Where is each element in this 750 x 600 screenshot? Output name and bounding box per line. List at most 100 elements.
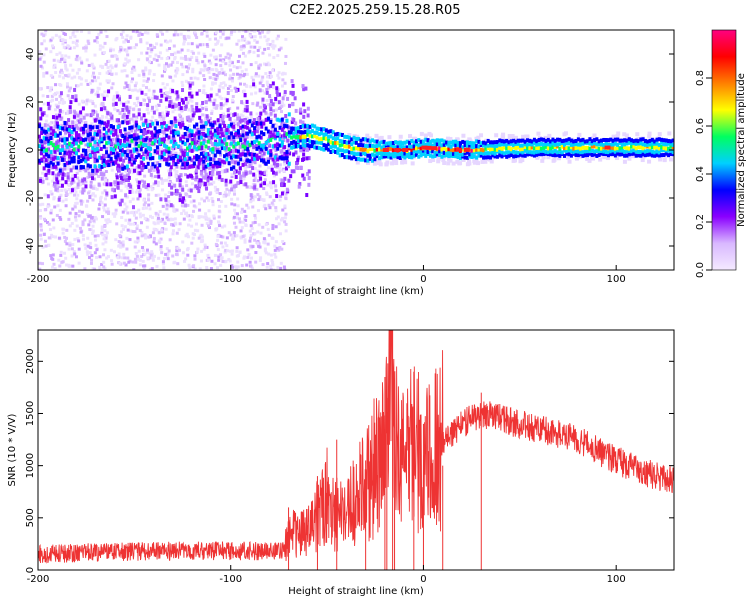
noise-cell xyxy=(58,60,62,64)
ridge-cell xyxy=(313,145,317,150)
halo-cell xyxy=(448,136,453,141)
ridge-cell xyxy=(250,123,254,128)
noise-cell xyxy=(71,153,75,158)
noise-cell xyxy=(134,43,138,47)
noise-cell xyxy=(81,220,85,224)
noise-cell xyxy=(284,212,288,216)
noise-cell xyxy=(149,61,153,65)
noise-cell xyxy=(203,182,207,187)
noise-cell xyxy=(212,77,216,81)
noise-cell xyxy=(128,149,132,154)
halo-cell xyxy=(374,157,379,162)
noise-cell xyxy=(287,148,291,153)
noise-cell xyxy=(159,197,163,202)
noise-cell xyxy=(262,204,266,208)
halo-cell xyxy=(347,132,352,137)
noise-cell xyxy=(154,242,158,246)
noise-cell xyxy=(84,166,88,170)
noise-cell xyxy=(253,45,257,49)
ridge-cell xyxy=(132,133,136,138)
noise-cell xyxy=(70,254,74,258)
ridge-cell xyxy=(451,154,455,159)
noise-cell xyxy=(212,214,216,218)
ridge-cell xyxy=(287,133,291,138)
noise-cell xyxy=(202,120,206,124)
ridge-cell xyxy=(236,129,240,134)
noise-cell xyxy=(234,212,238,216)
noise-cell xyxy=(274,225,278,229)
noise-cell xyxy=(147,155,151,160)
noise-cell xyxy=(184,192,188,196)
noise-cell xyxy=(113,250,117,254)
noise-cell xyxy=(96,113,100,118)
noise-cell xyxy=(173,74,177,78)
ridge-cell xyxy=(278,118,282,123)
noise-cell xyxy=(98,44,102,48)
ridge-cell xyxy=(280,156,284,161)
noise-cell xyxy=(153,136,157,141)
noise-cell xyxy=(232,190,236,194)
noise-cell xyxy=(264,173,268,177)
ridge-cell xyxy=(248,142,252,147)
noise-cell xyxy=(54,173,58,178)
noise-cell xyxy=(61,176,65,181)
ridge-cell xyxy=(153,138,157,143)
ridge-cell xyxy=(158,137,162,142)
noise-cell xyxy=(91,74,95,78)
ridge-cell xyxy=(142,162,146,167)
noise-cell xyxy=(94,171,98,176)
noise-cell xyxy=(149,50,153,54)
noise-cell xyxy=(220,117,224,122)
noise-cell xyxy=(71,177,75,182)
noise-cell xyxy=(79,202,83,206)
noise-cell xyxy=(209,61,213,65)
noise-cell xyxy=(156,184,160,188)
ridge-cell xyxy=(278,125,282,130)
ridge-cell xyxy=(79,127,83,132)
ridge-cell xyxy=(458,141,462,146)
noise-cell xyxy=(261,119,265,123)
noise-cell xyxy=(272,56,276,60)
noise-cell xyxy=(304,86,308,91)
noise-cell xyxy=(250,266,254,270)
noise-cell xyxy=(263,47,267,51)
noise-cell xyxy=(220,97,224,101)
ridge-cell xyxy=(364,152,368,157)
ridge-cell xyxy=(433,139,437,144)
ridge-cell xyxy=(248,152,252,157)
noise-cell xyxy=(248,127,252,132)
halo-cell xyxy=(641,154,646,159)
noise-cell xyxy=(97,87,101,91)
ridge-cell xyxy=(435,149,439,154)
noise-cell xyxy=(265,39,269,43)
noise-cell xyxy=(214,31,218,35)
noise-cell xyxy=(131,77,135,81)
noise-cell xyxy=(196,45,200,49)
ridge-cell xyxy=(340,148,344,153)
noise-cell xyxy=(108,220,112,224)
noise-cell xyxy=(250,195,254,199)
ridge-cell xyxy=(368,156,372,161)
halo-cell xyxy=(489,159,494,164)
ridge-cell xyxy=(61,147,65,152)
ridge-cell xyxy=(121,152,125,157)
noise-cell xyxy=(281,71,285,75)
ridge-cell xyxy=(38,158,41,163)
noise-cell xyxy=(125,105,129,110)
ridge-cell xyxy=(403,140,407,145)
noise-cell xyxy=(173,51,177,55)
noise-cell xyxy=(221,235,225,239)
ridge-cell xyxy=(75,134,79,139)
noise-cell xyxy=(105,71,109,75)
noise-cell xyxy=(248,32,252,36)
halo-cell xyxy=(394,161,399,166)
noise-cell xyxy=(73,215,77,219)
noise-cell xyxy=(222,194,226,198)
ridge-cell xyxy=(179,136,183,141)
ridge-cell xyxy=(105,130,109,135)
noise-cell xyxy=(45,114,49,118)
ridge-cell xyxy=(218,124,222,129)
noise-cell xyxy=(49,211,53,215)
noise-cell xyxy=(181,240,185,244)
noise-cell xyxy=(152,89,156,93)
